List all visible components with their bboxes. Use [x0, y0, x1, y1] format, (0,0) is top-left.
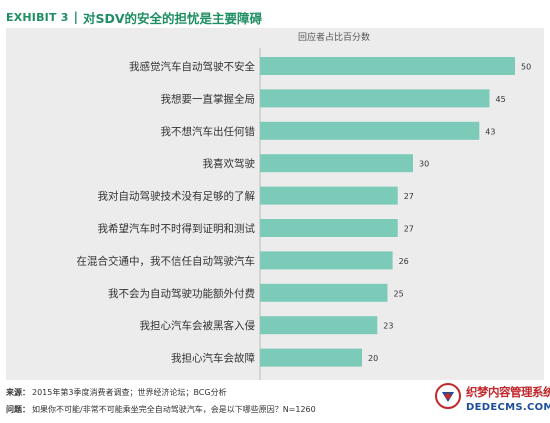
- watermark-seal-icon: [435, 383, 461, 409]
- chart-title: 对SDV的安全的担忧是主要障碍: [82, 10, 263, 26]
- question-line: 问题： 如果你不可能/非常不可能乘坐完全自动驾驶汽车，会是以下哪些原因？N=126…: [6, 401, 436, 418]
- question-text: 如果你不可能/非常不可能乘坐完全自动驾驶汽车，会是以下哪些原因？N=1260: [32, 405, 316, 414]
- category-label: 我希望汽车时不时得到证明和测试: [98, 222, 256, 235]
- value-label: 25: [394, 289, 404, 298]
- value-label: 23: [383, 322, 393, 331]
- bar: [260, 316, 378, 335]
- bar: [260, 89, 490, 108]
- bar-chart: 回应者占比百分数 我感觉汽车自动驾驶不安全 50 我想要一直掌握全局 45 我不想汽车出…: [6, 28, 544, 380]
- category-label: 我担心汽车会故障: [171, 352, 255, 365]
- bar: [260, 57, 515, 75]
- watermark-text: 织梦内容管理系统: [466, 385, 550, 399]
- value-label: 50: [521, 63, 531, 72]
- chart-panel: 回应者占比百分数 我感觉汽车自动驾驶不安全 50 我想要一直掌握全局 45 我不想汽车出…: [6, 28, 544, 380]
- category-label: 我对自动驾驶技术没有足够的了解: [98, 190, 256, 203]
- watermark-logo: 织梦内容管理系统 DEDECMS.COM: [434, 380, 550, 420]
- exhibit-label: EXHIBIT 3: [6, 10, 69, 24]
- value-label: 45: [496, 95, 506, 104]
- category-label: 我担心汽车会被黑客入侵: [140, 319, 256, 332]
- bar: [260, 348, 362, 367]
- value-label: 30: [419, 160, 429, 169]
- question-label: 问题：: [6, 405, 30, 414]
- category-label: 在混合交通中，我不信任自动驾驶汽车: [77, 254, 256, 267]
- category-label: 我不想汽车出任何错: [161, 125, 256, 138]
- bar: [260, 283, 388, 302]
- watermark-url: DEDECMS.COM: [466, 402, 550, 413]
- bar: [260, 251, 393, 270]
- chart-subtitle: 回应者占比百分数: [298, 31, 370, 43]
- chart-footer: 来源： 2015年第3季度消费者调查；世界经济论坛；BCG分析 问题： 如果你不可能…: [6, 384, 436, 418]
- value-label: 27: [404, 192, 414, 201]
- category-label: 我喜欢驾驶: [203, 157, 256, 170]
- bar: [260, 154, 413, 173]
- category-label: 我感觉汽车自动驾驶不安全: [129, 60, 255, 73]
- category-label: 我想要一直掌握全局: [161, 92, 256, 105]
- category-label: 我不会为自动驾驶功能额外付费: [108, 287, 255, 300]
- source-line: 来源： 2015年第3季度消费者调查；世界经济论坛；BCG分析: [6, 384, 436, 401]
- value-label: 27: [404, 225, 414, 234]
- chart-header: EXHIBIT 3 | 对SDV的安全的担忧是主要障碍: [6, 7, 262, 27]
- value-label: 20: [368, 354, 378, 363]
- source-label: 来源：: [6, 388, 30, 397]
- value-label: 43: [485, 127, 495, 136]
- exhibit-separator: |: [73, 10, 78, 24]
- bar: [260, 219, 398, 237]
- bar: [260, 186, 398, 205]
- source-text: 2015年第3季度消费者调查；世界经济论坛；BCG分析: [32, 388, 227, 397]
- bar: [260, 121, 480, 140]
- value-label: 26: [399, 257, 409, 266]
- bars-group: 我感觉汽车自动驾驶不安全 50 我想要一直掌握全局 45 我不想汽车出任何错 43 我喜欢驾…: [77, 57, 531, 367]
